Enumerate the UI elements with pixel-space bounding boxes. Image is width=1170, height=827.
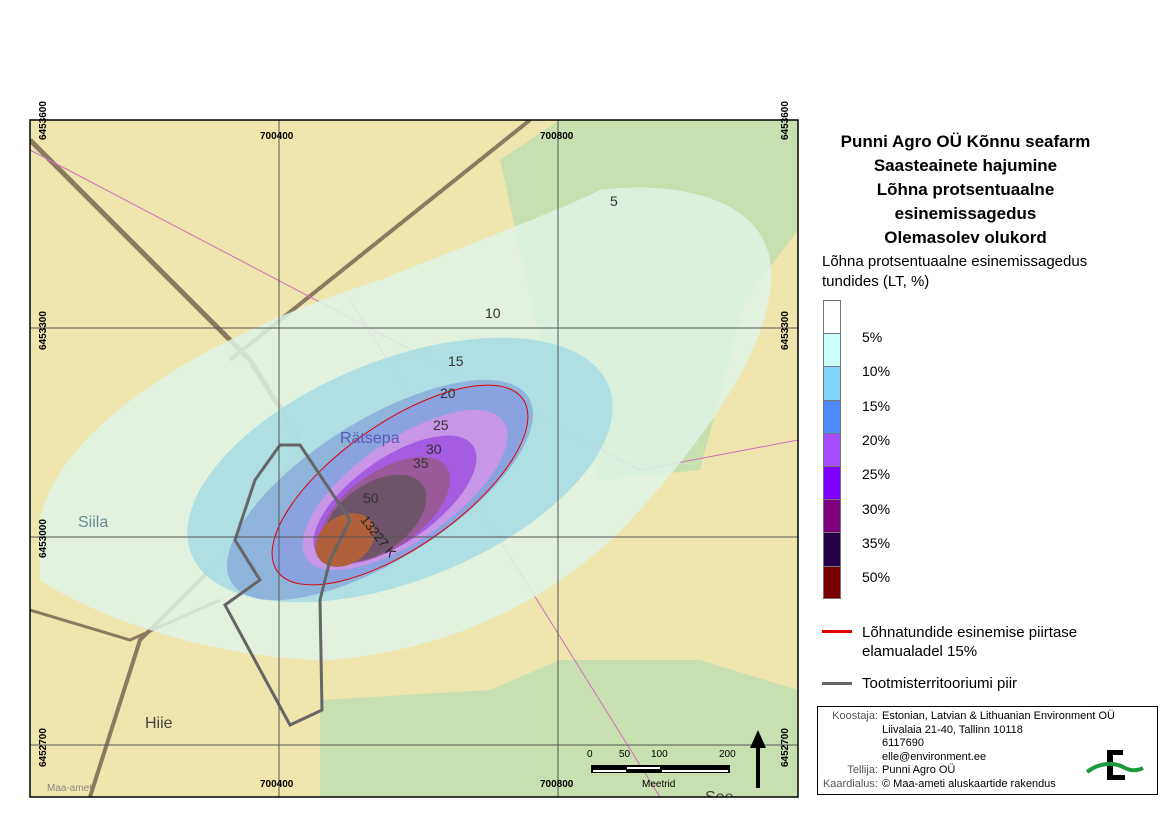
grid-label-y: 6453300 [780,311,791,350]
place-label-soe: Soe [705,789,734,806]
contour-label: 30 [426,441,442,457]
credits-value: © Maa-ameti aluskaartide rakendus [882,777,1056,790]
credits-row: Liivalaia 21-40, Tallinn 10118 [818,724,1157,738]
credits-key: Koostaja: [832,710,878,722]
credits-key [818,751,882,765]
map-title: Punni Agro OÜ Kõnnu seafarm Saasteainete… [808,130,1123,250]
contour-label: 15 [448,353,464,369]
legend-heading: Lõhna protsentuaalne esinemissagedus tun… [822,253,1088,290]
legend-class-label: 35% [862,534,891,551]
credits-value: 6117690 [882,737,925,749]
credits-value: Estonian, Latvian & Lithuanian Environme… [882,710,1115,722]
grid-label-x: 700400 [260,131,294,142]
legend-swatch [823,432,841,466]
grid [30,120,798,797]
grid-label-x: 700400 [260,779,294,790]
credits-box: Koostaja: Estonian, Latvian & Lithuanian … [817,706,1158,795]
credits-row: elle@environment.ee [818,751,1157,765]
legend-class-label: 30% [862,500,891,517]
legend-odour-limit-line [822,630,852,633]
credits-row: 6117690 [818,737,1157,751]
north-arrow-icon [750,730,766,788]
svg-text:100: 100 [651,749,668,760]
svg-text:Meetrid: Meetrid [642,779,675,790]
legend-class-label: 50% [862,569,891,586]
title-line: Saasteainete hajumine [873,156,1058,175]
legend-swatch [823,499,841,533]
legend-color-ramp [823,300,841,599]
scale-bar: 0 50 100 200 Meetrid [587,749,736,790]
svg-text:0: 0 [587,749,593,760]
forest-area [320,660,798,797]
contour-label: 25 [433,417,449,433]
legend-boundary-label: Tootmisterritooriumi piir [862,675,1018,692]
credits-key [818,724,882,738]
grid-label-y: 6453600 [38,101,49,140]
credits-row: Tellija: Punni Agro OÜ [818,764,1157,778]
legend-swatch [823,333,841,367]
svg-text:50: 50 [619,749,631,760]
contour-label: 20 [440,385,456,401]
place-label-siila: Siila [78,514,108,531]
place-label-ratsepa: Rätsepa [340,430,400,447]
contour-label: 35 [413,455,429,471]
credits-value: Liivalaia 21-40, Tallinn 10118 [882,723,1023,736]
legend-boundary-line [822,682,852,685]
grid-label-y: 6452700 [780,728,791,767]
legend-swatch [823,366,841,400]
title-line: esinemissagedus [894,204,1037,223]
grid-label-y: 6452700 [38,728,49,767]
grid-label-y: 6453300 [38,311,49,350]
legend-class-label: 25% [862,466,891,483]
legend-swatch [823,300,841,334]
title-line: Lõhna protsentuaalne [876,180,1055,199]
credits-key [818,737,882,751]
title-line: Olemasolev olukord [884,228,1047,247]
legend-class-label: 15% [862,397,891,414]
legend-odour-limit-label: Lõhnatundide esinemise piirtase elamuala… [862,624,1078,660]
production-boundary [223,443,352,727]
watermark: Maa-amet [47,783,92,794]
grid-label-y: 6453600 [780,101,791,140]
contour-label: 5 [610,193,618,209]
svg-text:200: 200 [719,749,736,760]
credits-row: Kaardialus: © Maa-ameti aluskaartide rake… [818,778,1157,792]
legend-swatch [823,399,841,433]
legend-class-label: 5% [862,329,883,345]
contour-label: 10 [485,305,501,321]
contour-50 [315,513,375,567]
legend-swatch [823,465,841,500]
grid-label-x: 700800 [540,131,574,142]
grid-label-y: 6453000 [38,519,49,558]
legend-swatch [823,532,841,566]
legend-class-label: 10% [862,363,891,380]
credits-key: Tellija: [847,764,878,776]
credits-value: elle@environment.ee [882,750,987,763]
elle-logo [1085,750,1144,780]
legend-swatch [823,565,841,599]
grid-label-x: 700800 [540,779,574,790]
place-label-hiie: Hiie [145,715,173,732]
title-line: Punni Agro OÜ Kõnnu seafarm [840,132,1091,151]
legend-class-label: 20% [862,431,891,448]
credits-row: Koostaja: Estonian, Latvian & Lithuanian … [818,710,1157,724]
credits-key: Kaardialus: [822,777,878,790]
map-frame [29,119,799,798]
contour-label: 50 [363,490,379,506]
credits-value: Punni Agro OÜ [882,764,956,776]
